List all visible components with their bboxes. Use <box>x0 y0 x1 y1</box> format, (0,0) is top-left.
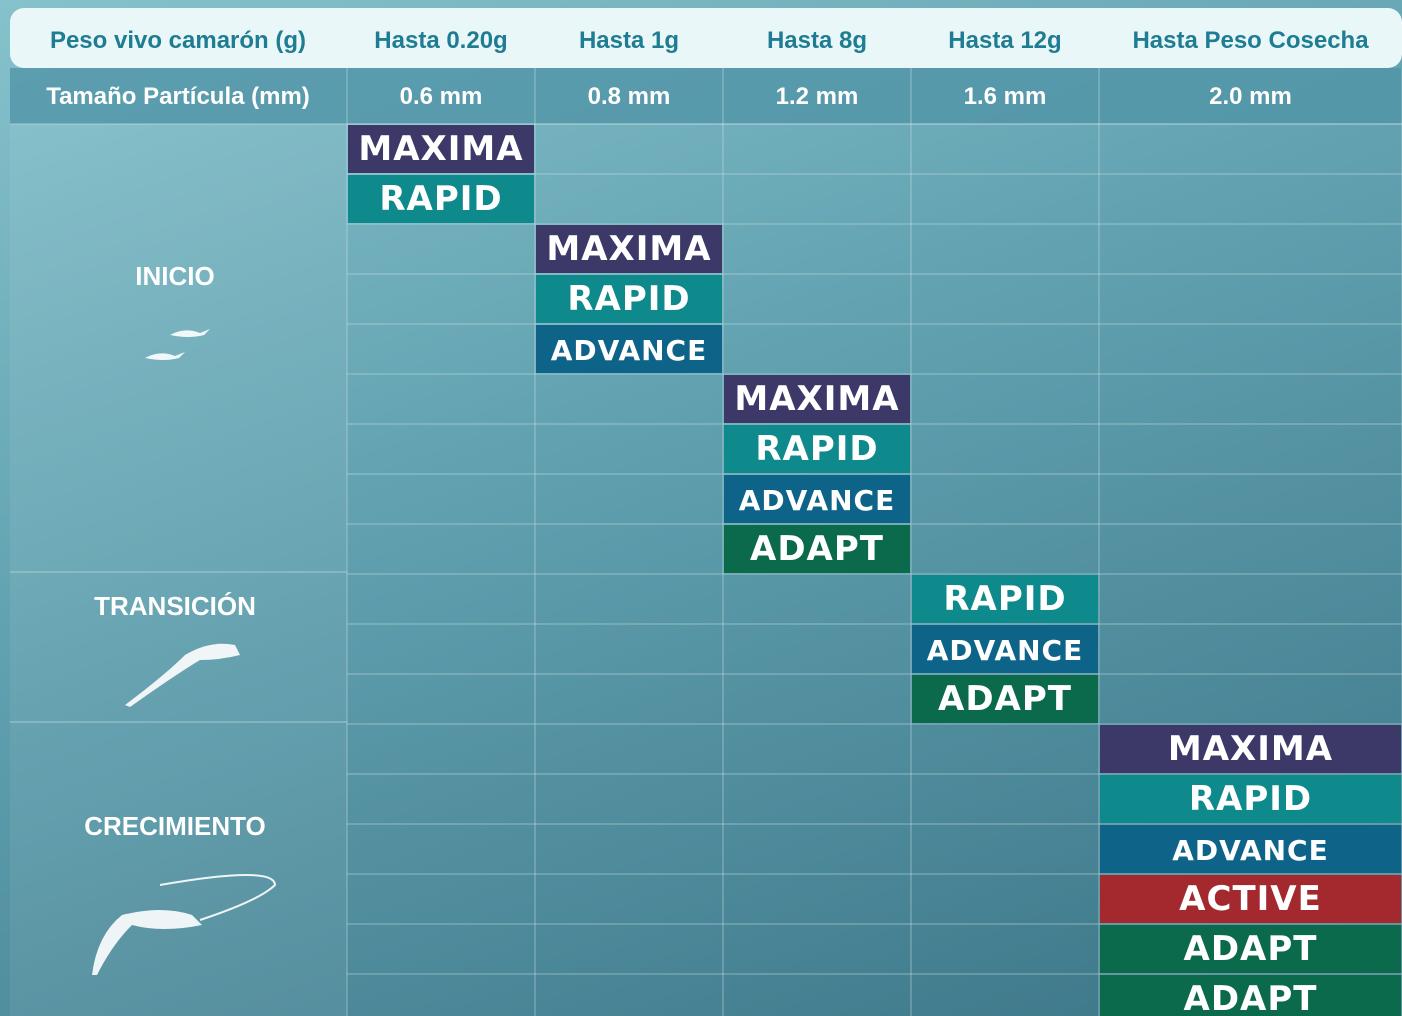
product-cell <box>1100 875 1401 923</box>
product-cell <box>912 675 1098 723</box>
product-name: ADVANCE <box>1172 834 1328 867</box>
product-name: ADAPT <box>1184 979 1318 1016</box>
stage-label: INICIO <box>135 261 214 291</box>
product-cell <box>1100 825 1401 873</box>
product-name: ADAPT <box>938 679 1072 719</box>
product-name: MAXIMA <box>1168 729 1333 769</box>
product-name: RAPID <box>755 429 878 469</box>
product-cell <box>348 125 534 173</box>
product-cell <box>724 475 910 523</box>
product-cell <box>912 625 1098 673</box>
product-name: MAXIMA <box>734 379 899 419</box>
size-header: 0.6 mm <box>400 83 483 110</box>
product-name: MAXIMA <box>546 229 711 269</box>
product-name: MAXIMA <box>358 129 523 169</box>
product-cell <box>1100 975 1401 1016</box>
product-cell <box>724 525 910 573</box>
size-header: 1.6 mm <box>964 83 1047 110</box>
product-cell <box>724 375 910 423</box>
weight-header: Hasta 1g <box>579 27 679 54</box>
stage-label: TRANSICIÓN <box>94 591 256 621</box>
size-header: 1.2 mm <box>776 83 859 110</box>
weight-header: Hasta 8g <box>767 27 867 54</box>
product-cell <box>1100 925 1401 973</box>
weight-label: Peso vivo camarón (g) <box>50 27 306 54</box>
weight-header: Hasta Peso Cosecha <box>1132 27 1369 54</box>
stage-column <box>10 124 347 1016</box>
product-cell <box>536 225 722 273</box>
weight-header: Hasta 0.20g <box>374 27 507 54</box>
product-cell <box>724 425 910 473</box>
product-name: RAPID <box>1189 779 1312 819</box>
product-cell <box>536 275 722 323</box>
product-name: RAPID <box>379 179 502 219</box>
product-name: RAPID <box>943 579 1066 619</box>
size-label: Tamaño Partícula (mm) <box>46 83 310 110</box>
product-cell <box>1100 775 1401 823</box>
product-cell <box>912 575 1098 623</box>
stage-label: CRECIMIENTO <box>84 811 266 841</box>
product-name: ADAPT <box>750 529 884 569</box>
weight-header: Hasta 12g <box>948 27 1061 54</box>
product-name: ADVANCE <box>739 484 895 517</box>
size-row <box>10 68 1402 124</box>
header-row <box>10 8 1402 68</box>
product-name: ACTIVE <box>1179 879 1322 919</box>
product-cell <box>348 175 534 223</box>
product-cell <box>536 325 722 373</box>
size-header: 2.0 mm <box>1209 83 1292 110</box>
product-name: ADAPT <box>1184 929 1318 969</box>
size-header: 0.8 mm <box>588 83 671 110</box>
product-name: ADVANCE <box>927 634 1083 667</box>
product-name: ADVANCE <box>551 334 707 367</box>
shrimp-icons <box>92 329 277 975</box>
product-cell <box>1100 725 1401 773</box>
product-name: RAPID <box>567 279 690 319</box>
